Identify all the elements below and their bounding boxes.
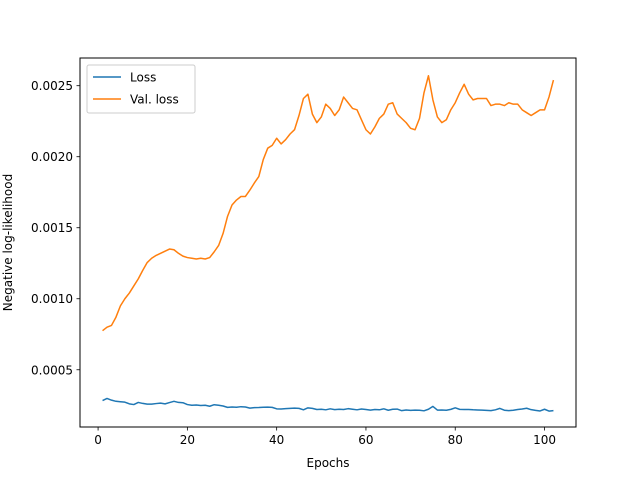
x-tick-label: 100: [533, 433, 556, 447]
y-tick-label: 0.0025: [31, 79, 73, 93]
x-axis: 0 20 40 60 80 100: [94, 427, 556, 447]
y-tick-label: 0.0020: [31, 150, 73, 164]
x-tick-label: 60: [358, 433, 373, 447]
x-tick-label: 20: [180, 433, 195, 447]
series-line-val-loss: [102, 75, 555, 332]
series-line-loss: [102, 397, 554, 412]
legend-label-val-loss: Val. loss: [130, 93, 179, 107]
y-axis: 0.0005 0.0010 0.0015 0.0020 0.0025: [31, 79, 80, 377]
x-tick-label: 0: [94, 433, 102, 447]
x-tick-label: 40: [269, 433, 284, 447]
plot-frame: [79, 57, 577, 428]
y-tick-label: 0.0015: [31, 221, 73, 235]
series-layer: [102, 75, 555, 412]
x-axis-label: Epochs: [307, 456, 350, 470]
y-tick-label: 0.0005: [31, 363, 73, 377]
legend: Loss Val. loss: [86, 64, 196, 114]
y-axis-label: Negative log-likelihood: [1, 174, 15, 311]
x-tick-label: 80: [448, 433, 463, 447]
legend-label-loss: Loss: [130, 71, 156, 85]
y-tick-label: 0.0010: [31, 292, 73, 306]
